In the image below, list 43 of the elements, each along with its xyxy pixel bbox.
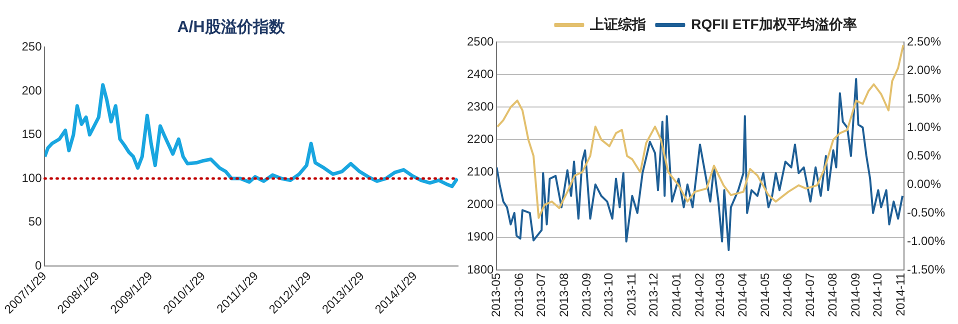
y2-tick-label: -0.50% — [906, 205, 946, 220]
legend-label: RQFII ETF加权平均溢价率 — [691, 16, 857, 32]
y2-tick-label: 0.50% — [906, 148, 942, 162]
y-tick-label: 2400 — [466, 66, 494, 81]
y2-tick-label: -1.50% — [906, 262, 946, 276]
y2-tick-label: 2.00% — [906, 62, 942, 77]
y2-tick-label: -1.00% — [906, 234, 946, 248]
legend-label: 上证综指 — [589, 16, 646, 32]
y-tick-label: 2200 — [466, 132, 494, 146]
x-tick-label: 2014-07 — [802, 272, 817, 318]
y-tick-label: 1900 — [466, 230, 494, 244]
x-tick-label: 2013-12 — [646, 272, 661, 318]
x-tick-label: 2014-10 — [870, 272, 885, 318]
y-tick-label: 200 — [22, 83, 42, 98]
x-tick-label: 2013-08 — [556, 272, 571, 318]
x-tick-label: 2014-09 — [848, 272, 862, 318]
x-tick-label: 2014-03 — [712, 272, 727, 318]
x-tick-label: 2013-09 — [580, 272, 594, 318]
x-tick-label: 2014-11 — [893, 272, 908, 316]
y-tick-label: 0 — [35, 258, 42, 272]
y2-tick-label: 2.50% — [906, 34, 942, 48]
y-tick-label: 250 — [22, 40, 42, 54]
y2-tick-label: 0.00% — [906, 176, 942, 191]
y-tick-label: 2300 — [466, 99, 494, 114]
x-tick-label: 2014-05 — [758, 272, 772, 318]
y2-tick-label: 1.50% — [906, 91, 942, 106]
y-tick-label: 100 — [22, 170, 42, 185]
y-tick-label: 2000 — [466, 197, 494, 212]
x-tick-label: 2013-06 — [512, 272, 526, 318]
x-tick-label: 2014-06 — [780, 272, 795, 318]
y-tick-label: 150 — [22, 127, 42, 142]
x-tick-label: 2014-01 — [669, 272, 684, 318]
y-tick-label: 2500 — [466, 34, 494, 48]
x-tick-label: 2013-07 — [534, 272, 548, 318]
x-tick-label: 2014-08 — [826, 272, 840, 318]
x-tick-label: 2014-02 — [692, 272, 706, 318]
x-tick-label: 2014-04 — [736, 272, 750, 318]
x-tick-label: 2013-11 — [624, 272, 639, 316]
y-tick-label: 2100 — [466, 164, 494, 179]
chart-title: A/H股溢价指数 — [177, 18, 286, 36]
y-tick-label: 50 — [28, 214, 42, 229]
y2-tick-label: 1.00% — [906, 120, 942, 134]
x-tick-label: 2013-10 — [602, 272, 616, 318]
